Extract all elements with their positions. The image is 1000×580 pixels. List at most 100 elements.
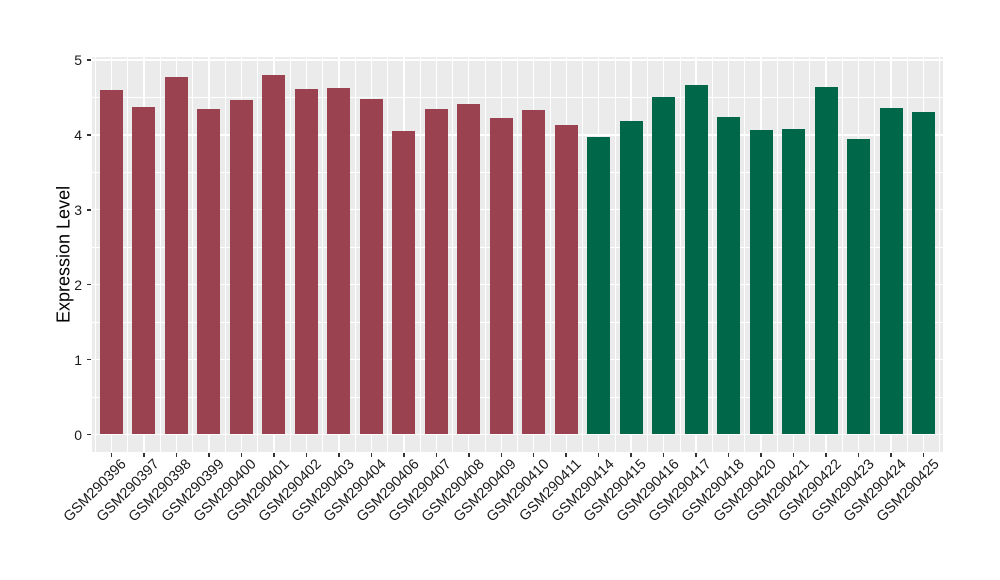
- plot-panel: [92, 57, 943, 452]
- y-tick-label: 0: [74, 426, 82, 443]
- gridline-y-major: [92, 284, 943, 286]
- bar-GSM290411: [554, 125, 578, 435]
- y-tick: [86, 134, 91, 136]
- y-tick-label: 3: [74, 201, 82, 218]
- gridline-y-major: [92, 209, 943, 211]
- gridline-x-minor: [711, 57, 713, 452]
- bar-GSM290401: [262, 74, 286, 435]
- gridline-x-minor: [647, 57, 648, 452]
- gridline-x-minor: [192, 57, 194, 452]
- gridline-x-minor: [257, 57, 259, 452]
- gridline-y-major: [92, 358, 943, 361]
- gridline-x-minor: [322, 57, 323, 452]
- gridline-x-minor: [776, 57, 778, 452]
- bar-GSM290406: [392, 131, 416, 435]
- x-tick: [370, 452, 373, 457]
- y-tick-label: 1: [74, 351, 82, 368]
- gridline-x-minor: [159, 57, 161, 452]
- y-axis-title: Expression Level: [53, 185, 74, 324]
- y-tick-label: 5: [74, 52, 82, 68]
- x-tick: [175, 452, 178, 457]
- bar-GSM290414: [587, 137, 611, 435]
- gridline-x-minor: [127, 57, 129, 452]
- gridline-x-minor: [419, 57, 421, 452]
- bar-GSM290399: [197, 108, 221, 435]
- y-tick: [86, 209, 91, 211]
- y-tick-label: 4: [74, 126, 82, 143]
- bar-GSM290397: [132, 107, 156, 435]
- bar-GSM290407: [424, 108, 448, 435]
- x-tick: [857, 452, 860, 457]
- x-tick: [662, 452, 665, 457]
- bar-GSM290421: [782, 128, 806, 435]
- y-tick: [86, 283, 91, 286]
- x-tick: [792, 452, 795, 457]
- bar-GSM290400: [229, 99, 253, 435]
- y-tick: [86, 59, 91, 61]
- bar-GSM290417: [684, 85, 708, 435]
- bar-GSM290420: [749, 130, 773, 435]
- x-tick: [825, 452, 827, 457]
- bar-GSM290423: [847, 139, 871, 435]
- y-tick: [86, 358, 91, 361]
- bar-GSM290424: [879, 107, 903, 435]
- gridline-x-minor: [354, 57, 356, 452]
- gridline-y-major: [92, 134, 943, 136]
- bar-GSM290415: [619, 121, 643, 435]
- gridline-x-minor: [549, 57, 551, 452]
- gridline-y-major: [92, 433, 943, 436]
- x-tick: [273, 452, 275, 457]
- bar-GSM290425: [912, 111, 935, 435]
- y-tick-label: 2: [74, 276, 82, 293]
- x-tick: [500, 452, 502, 457]
- x-tick: [110, 452, 113, 457]
- bar-GSM290402: [294, 89, 318, 435]
- x-tick: [922, 452, 925, 457]
- bar-GSM290404: [359, 98, 383, 435]
- bar-GSM290416: [652, 97, 676, 435]
- y-tick: [86, 433, 91, 436]
- x-tick: [143, 452, 145, 457]
- x-tick: [305, 452, 308, 457]
- bar-GSM290396: [99, 89, 123, 435]
- bar-GSM290403: [327, 87, 351, 435]
- bar-GSM290398: [164, 77, 188, 435]
- x-tick: [240, 452, 243, 457]
- gridline-x-minor: [679, 57, 681, 452]
- gridline-x-minor: [484, 57, 486, 452]
- x-tick: [208, 452, 210, 457]
- gridline-x-minor: [841, 57, 843, 452]
- x-tick: [597, 452, 600, 457]
- bar-GSM290410: [522, 110, 546, 435]
- gridline-x-minor: [582, 57, 583, 452]
- x-tick: [727, 452, 730, 457]
- gridline-x-minor: [744, 57, 746, 452]
- x-tick: [338, 452, 340, 457]
- x-tick: [565, 452, 567, 457]
- x-tick: [695, 452, 697, 457]
- gridline-x-minor: [874, 57, 876, 452]
- gridline-x-minor: [939, 57, 941, 452]
- gridline-x-minor: [452, 57, 453, 452]
- gridline-x-minor: [517, 57, 518, 452]
- x-tick: [403, 452, 405, 457]
- gridline-x-minor: [94, 57, 96, 452]
- gridline-x-minor: [906, 57, 908, 452]
- x-tick: [468, 452, 470, 457]
- x-tick: [890, 452, 892, 457]
- gridline-x-minor: [614, 57, 616, 452]
- gridline-x-minor: [224, 57, 226, 452]
- gridline-y-major: [92, 59, 943, 61]
- bar-GSM290409: [489, 118, 513, 435]
- bar-GSM290408: [457, 104, 481, 435]
- x-tick: [630, 452, 632, 457]
- x-tick: [435, 452, 438, 457]
- gridline-x-minor: [387, 57, 388, 452]
- gridline-x-minor: [809, 57, 811, 452]
- bar-GSM290422: [814, 86, 838, 435]
- x-tick: [760, 452, 762, 457]
- bar-GSM290418: [717, 116, 741, 435]
- gridline-x-minor: [289, 57, 291, 452]
- x-tick: [532, 452, 535, 457]
